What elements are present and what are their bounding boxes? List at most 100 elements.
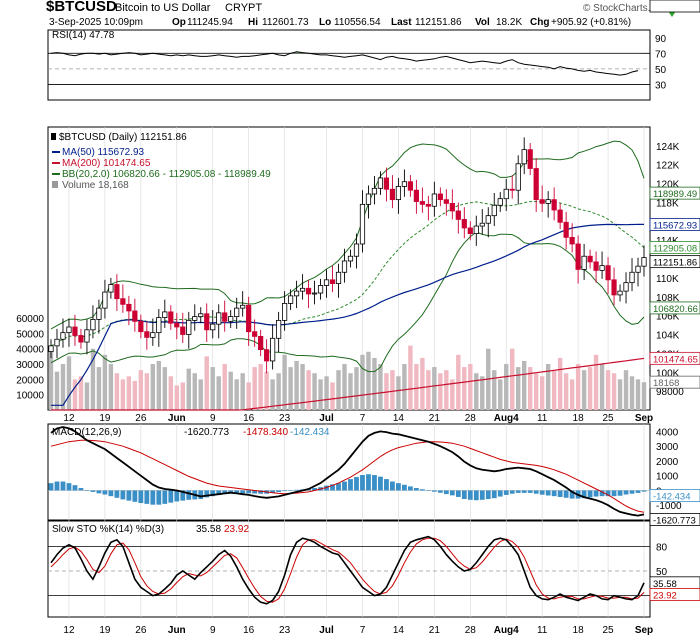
- candle-body: [641, 257, 647, 267]
- volume-bar: [516, 367, 521, 410]
- macd-histogram-bar: [479, 490, 485, 500]
- macd-legend-hist: -142.434: [290, 427, 330, 438]
- macd-histogram-bar: [587, 490, 593, 498]
- macd-histogram-bar: [324, 485, 329, 491]
- price-tick-label: 98000: [656, 387, 684, 398]
- candle-body: [617, 290, 623, 296]
- ma200-line: [51, 357, 645, 411]
- volume-legend: Volume 18,168: [62, 180, 129, 191]
- macd-histogram-bar: [497, 490, 503, 497]
- volume-bar: [54, 371, 60, 410]
- macd-histogram-bar: [635, 490, 641, 493]
- candle-body: [60, 332, 66, 340]
- volume-bar: [234, 379, 239, 410]
- candle-body: [156, 317, 162, 334]
- x-tick-label-lower: 21: [429, 625, 441, 636]
- candle-body: [162, 311, 168, 318]
- price-tick-label: 108K: [656, 293, 680, 304]
- macd-histogram-bar: [593, 490, 599, 497]
- bb-legend: BB(20,2.0) 106820.66 - 112905.08 - 11898…: [62, 169, 271, 180]
- macd-tick-label: 3000: [656, 442, 679, 453]
- volume-bar: [48, 351, 54, 410]
- x-tick-label-lower: Jun: [168, 625, 186, 636]
- x-tick-label-lower: 7: [360, 625, 366, 636]
- volume-bar: [492, 370, 497, 410]
- volume-bar: [222, 364, 227, 410]
- volume-tick-label: 40000: [16, 345, 44, 356]
- bb-upper-last-label: 118989.49: [653, 189, 697, 200]
- macd-histogram-bar: [557, 490, 563, 497]
- rsi-tick-label: 90: [655, 34, 667, 45]
- candle-body: [132, 310, 138, 322]
- macd-histogram-bar: [126, 490, 132, 501]
- x-tick-label-lower: Jul: [319, 625, 334, 636]
- macd-histogram-bar: [503, 490, 509, 495]
- volume-bar: [180, 382, 185, 410]
- candle-body: [276, 319, 282, 339]
- volume-bar: [312, 373, 317, 410]
- lo-label: Lo: [319, 17, 331, 28]
- candle-body: [431, 193, 437, 207]
- candle-body: [365, 193, 372, 205]
- volume-bar: [126, 376, 132, 410]
- candle-body: [443, 199, 449, 204]
- volume-bar: [414, 364, 419, 410]
- candle-body: [551, 199, 557, 211]
- rsi-last-label-box: [649, 0, 700, 13]
- macd-tick-label: -1000: [656, 501, 682, 512]
- x-tick-label-lower: 23: [279, 625, 291, 636]
- candle-body: [66, 326, 72, 334]
- x-tick-label-lower: Aug4: [494, 625, 519, 636]
- volume-bar: [581, 370, 587, 410]
- macd-histogram-bar: [258, 490, 264, 494]
- candle-body: [317, 285, 324, 294]
- volume-bar: [84, 382, 90, 410]
- candle-body: [323, 279, 330, 286]
- macd-histogram-bar: [144, 490, 150, 504]
- x-tick-label-lower: 19: [99, 625, 111, 636]
- volume-bar: [569, 379, 575, 410]
- volume-bar: [66, 356, 72, 410]
- bb-mid-last-label: 112905.08: [653, 244, 697, 255]
- macd-histogram-bar: [384, 479, 389, 491]
- volume-bar: [462, 367, 467, 410]
- macd-last-label: -1620.773: [653, 515, 696, 526]
- candle-body: [54, 338, 60, 347]
- volume-bar: [60, 364, 66, 410]
- candle-body: [389, 188, 396, 201]
- volume-bar: [162, 367, 168, 410]
- security-name: Bitcoin to US Dollar: [115, 2, 211, 14]
- candle-body: [491, 204, 497, 217]
- candle-body: [192, 316, 198, 321]
- macd-histogram-bar: [431, 490, 437, 492]
- last-label: Last: [391, 17, 412, 28]
- volume-bar: [617, 379, 623, 410]
- x-tick-label-upper: 19: [99, 413, 111, 424]
- candle-body: [425, 203, 431, 207]
- macd-histogram-bar: [455, 490, 461, 497]
- volume-bar: [90, 348, 96, 410]
- ma50-last-label: 115672.93: [653, 220, 697, 231]
- exchange: CRYPT: [225, 2, 262, 14]
- candle-body: [629, 271, 635, 284]
- candle-body: [599, 265, 605, 271]
- volume-bar: [611, 373, 617, 410]
- volume-bar: [444, 370, 449, 410]
- volume-bar: [102, 354, 108, 410]
- price-panel: 60000 50000 40000 30000 20000 10000 124K 122K 12…: [16, 137, 700, 411]
- candle-body: [557, 209, 563, 223]
- macd-histogram-bar: [90, 490, 96, 492]
- macd-histogram-bar: [491, 490, 497, 499]
- sto-legend-k: 35.58: [196, 524, 221, 535]
- macd-legend-signal: -1478.340: [243, 427, 288, 438]
- volume-bar: [150, 364, 156, 410]
- macd-histogram-bar: [312, 488, 317, 491]
- candle-body: [216, 312, 222, 325]
- macd-histogram-bar: [120, 490, 126, 500]
- volume-bar: [510, 348, 515, 410]
- bb-upper-last-label-box: [649, 186, 700, 200]
- macd-histogram-bar: [354, 477, 359, 491]
- chg-label: Chg: [530, 17, 549, 28]
- volume-bar: [78, 376, 84, 410]
